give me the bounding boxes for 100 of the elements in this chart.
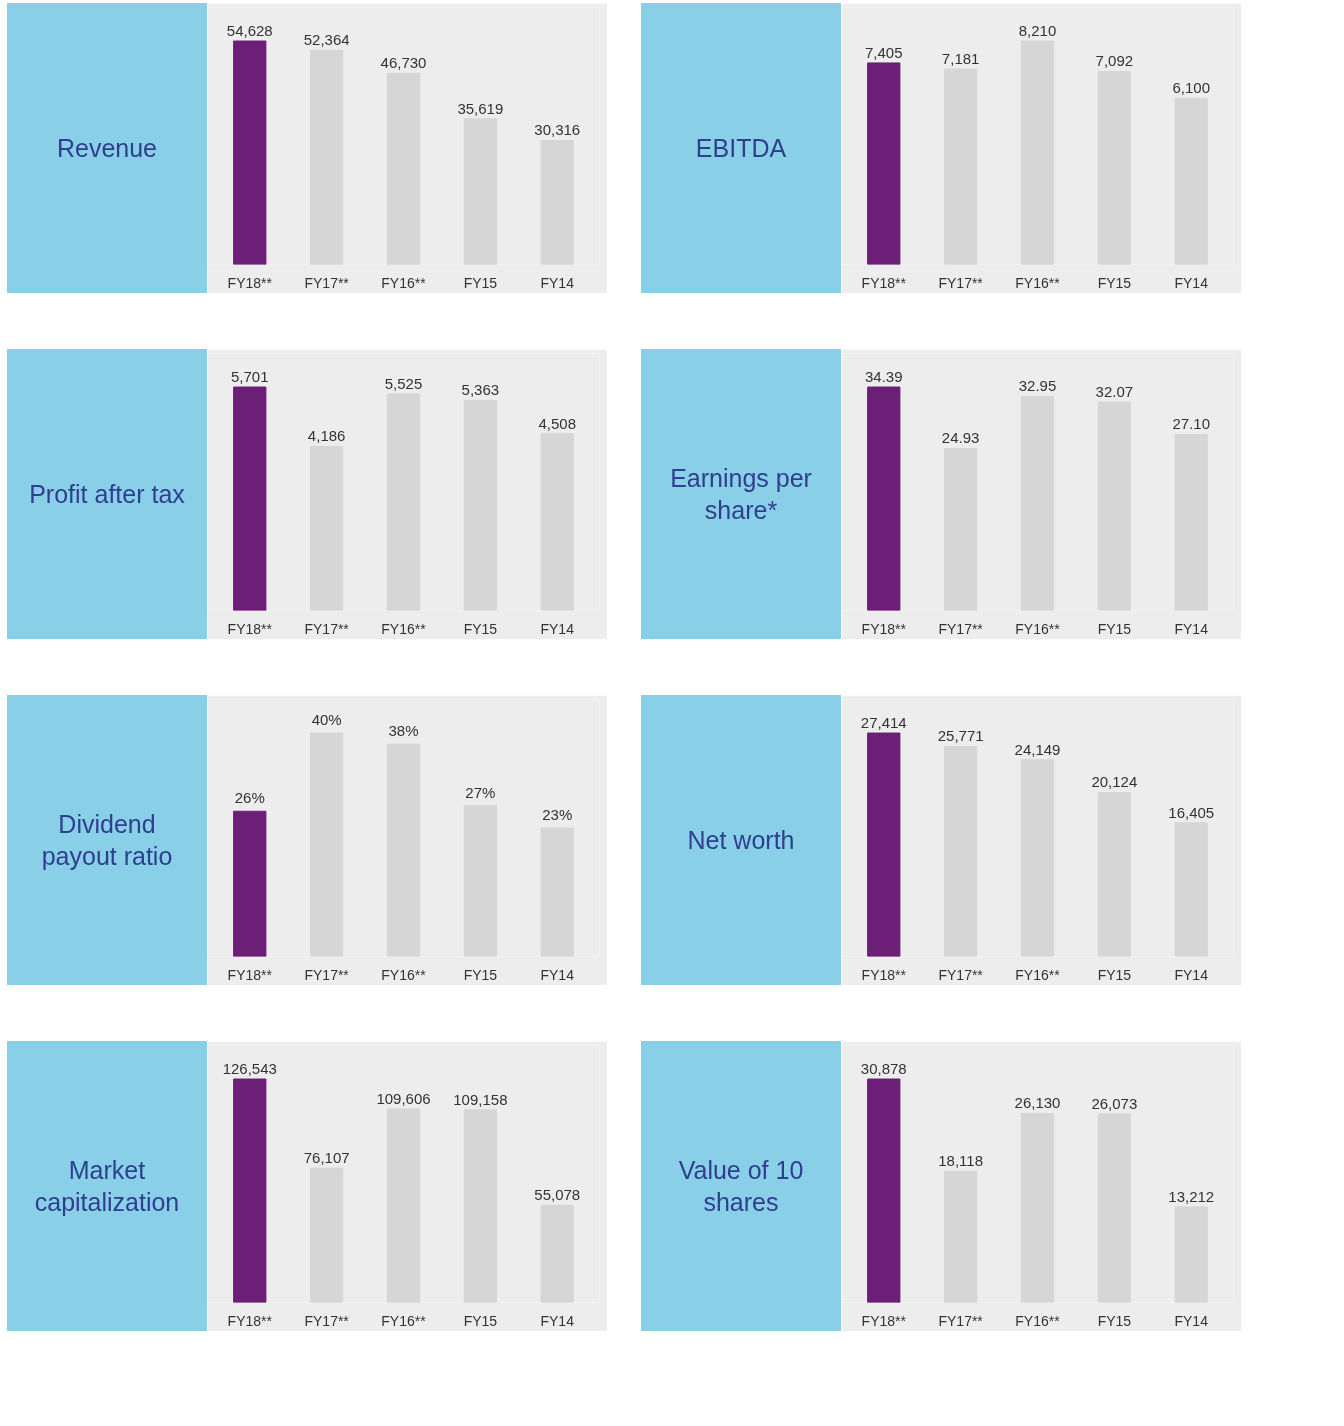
x-tick-label: FY16** bbox=[1015, 620, 1061, 637]
x-tick-label: FY18** bbox=[861, 620, 907, 637]
data-label: 23% bbox=[542, 806, 573, 823]
bar bbox=[386, 743, 421, 957]
x-tick-label: FY17** bbox=[938, 966, 984, 983]
bar bbox=[233, 40, 267, 265]
bar bbox=[233, 386, 267, 611]
bar bbox=[540, 1204, 574, 1303]
x-tick-label: FY18** bbox=[861, 274, 907, 291]
text: Net worth bbox=[641, 695, 841, 985]
bar bbox=[1097, 1113, 1131, 1303]
data-label: 109,606 bbox=[376, 1089, 431, 1107]
bar bbox=[1020, 1112, 1055, 1303]
data-label: 35,619 bbox=[457, 99, 504, 117]
text: Revenue bbox=[7, 3, 207, 293]
data-label: 4,186 bbox=[307, 427, 346, 445]
x-tick-label: FY16** bbox=[1015, 274, 1061, 291]
bar bbox=[386, 1108, 421, 1303]
bar bbox=[310, 732, 344, 957]
bar bbox=[310, 1167, 344, 1303]
data-label: 26,130 bbox=[1014, 1094, 1061, 1112]
x-tick-label: FY15 bbox=[463, 274, 498, 291]
x-tick-label: FY17** bbox=[304, 1312, 350, 1329]
bar bbox=[944, 448, 978, 611]
bar bbox=[233, 810, 267, 957]
x-tick-label: FY14 bbox=[540, 966, 575, 983]
bar bbox=[867, 62, 901, 265]
x-tick-label: FY15 bbox=[1097, 1312, 1132, 1329]
x-tick-label: FY18** bbox=[227, 1312, 273, 1329]
data-label: 27,414 bbox=[860, 714, 907, 732]
bar bbox=[1174, 97, 1208, 265]
data-label: 20,124 bbox=[1091, 773, 1138, 791]
data-label: 7,181 bbox=[941, 50, 980, 68]
x-tick-label: FY17** bbox=[938, 1312, 984, 1329]
bar bbox=[386, 393, 421, 611]
bar bbox=[867, 1078, 901, 1303]
bar bbox=[1020, 759, 1055, 957]
bar bbox=[310, 49, 344, 265]
bar bbox=[386, 72, 421, 265]
data-label: 38% bbox=[388, 722, 419, 740]
data-label: 30,878 bbox=[860, 1060, 907, 1078]
x-tick-label: FY16** bbox=[381, 966, 427, 983]
x-tick-label: FY15 bbox=[463, 1312, 498, 1329]
data-label: 54,628 bbox=[226, 22, 273, 40]
x-tick-label: FY18** bbox=[861, 966, 907, 983]
x-tick-label: FY15 bbox=[463, 620, 498, 637]
bar bbox=[867, 386, 901, 611]
x-tick-label: FY18** bbox=[861, 1312, 907, 1329]
data-label: 40% bbox=[311, 711, 342, 729]
bar bbox=[310, 445, 344, 611]
data-label: 4,508 bbox=[538, 414, 576, 432]
data-label: 26,073 bbox=[1091, 1094, 1138, 1112]
x-tick-label: FY18** bbox=[227, 966, 273, 983]
text: Dividend payout ratio bbox=[7, 695, 207, 985]
data-label: 6,100 bbox=[1172, 79, 1210, 97]
x-tick-label: FY17** bbox=[938, 274, 984, 291]
bar bbox=[540, 433, 574, 611]
bar bbox=[1174, 1206, 1208, 1303]
data-label: 27.10 bbox=[1172, 415, 1210, 433]
data-label: 8,210 bbox=[1018, 22, 1057, 40]
bar bbox=[540, 827, 574, 957]
x-tick-label: FY18** bbox=[227, 274, 273, 291]
x-tick-label: FY16** bbox=[381, 620, 427, 637]
data-label: 27% bbox=[465, 783, 496, 801]
bar bbox=[944, 745, 978, 957]
text: Profit after tax bbox=[7, 349, 207, 639]
x-tick-label: FY18** bbox=[227, 620, 273, 637]
x-tick-label: FY17** bbox=[304, 966, 350, 983]
bar bbox=[540, 139, 574, 265]
x-tick-label: FY14 bbox=[1174, 274, 1209, 291]
data-label: 32.95 bbox=[1018, 377, 1057, 395]
x-tick-label: FY15 bbox=[1097, 620, 1132, 637]
data-label: 16,405 bbox=[1168, 803, 1215, 821]
bar bbox=[463, 399, 497, 611]
x-tick-label: FY14 bbox=[1174, 966, 1209, 983]
x-tick-label: FY14 bbox=[540, 274, 575, 291]
text: Value of 10 shares bbox=[641, 1041, 841, 1331]
data-label: 55,078 bbox=[534, 1186, 581, 1204]
x-tick-label: FY15 bbox=[463, 966, 498, 983]
data-label: 24.93 bbox=[941, 429, 980, 447]
data-label: 7,092 bbox=[1095, 52, 1134, 70]
bar bbox=[463, 1109, 497, 1303]
x-tick-label: FY16** bbox=[381, 274, 427, 291]
data-label: 46,730 bbox=[380, 54, 427, 72]
bar bbox=[463, 118, 497, 265]
bar bbox=[944, 1170, 978, 1303]
bar bbox=[1097, 401, 1131, 611]
data-label: 109,158 bbox=[453, 1090, 508, 1108]
data-label: 7,405 bbox=[865, 43, 903, 61]
text: EBITDA bbox=[641, 3, 841, 293]
bar bbox=[463, 805, 497, 957]
x-tick-label: FY14 bbox=[1174, 620, 1209, 637]
bar bbox=[1174, 433, 1208, 611]
x-tick-label: FY17** bbox=[304, 620, 350, 637]
data-label: 5,701 bbox=[231, 368, 269, 386]
bar bbox=[1097, 70, 1131, 265]
data-label: 26% bbox=[234, 789, 265, 807]
x-tick-label: FY14 bbox=[540, 1312, 575, 1329]
data-label: 34.39 bbox=[865, 368, 903, 386]
bar bbox=[233, 1078, 267, 1303]
